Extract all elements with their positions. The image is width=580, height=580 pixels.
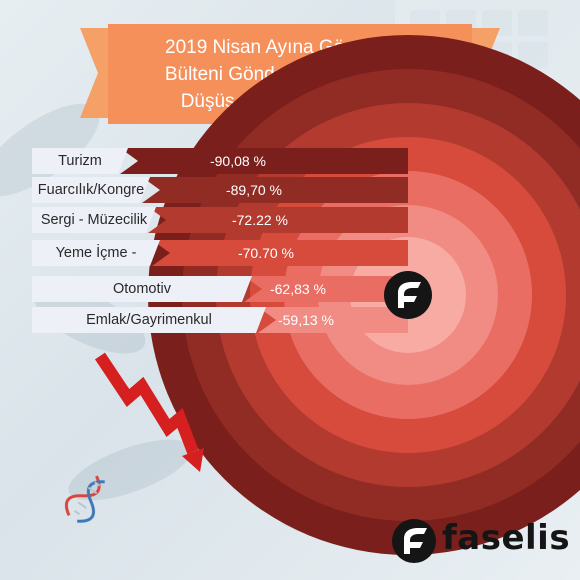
value-band-1 [120,148,408,174]
value-band-5 [244,276,408,302]
dna-icon [64,475,105,523]
center-logo-mark [398,282,421,308]
category-label-fuarcilik: Fuarcılık/Kongre [32,177,150,203]
value-label-yeme-icme: -70.70 % [237,245,295,261]
brand-name: faselis [442,518,571,558]
value-band-4 [152,240,408,266]
category-label-sergi: Sergi - Müzecilik [32,207,156,233]
value-band-6 [258,307,408,333]
banner-ribbon-left [80,28,112,118]
category-label-emlak: Emlak/Gayrimenkul [32,307,266,333]
faselis-logo [392,519,436,563]
value-label-turizm: -90,08 % [209,153,267,169]
value-band-2 [142,177,408,203]
value-label-sergi: -72.22 % [231,212,289,228]
value-label-emlak: -59,13 % [277,312,335,328]
category-label-turizm: Turizm [32,148,128,174]
value-label-fuarcilik: -89,70 % [225,182,283,198]
faselis-logo-icon [392,519,436,563]
value-label-otomotiv: -62,83 % [269,281,327,297]
value-band-3 [148,207,408,233]
category-label-otomotiv: Otomotiv [32,276,252,302]
